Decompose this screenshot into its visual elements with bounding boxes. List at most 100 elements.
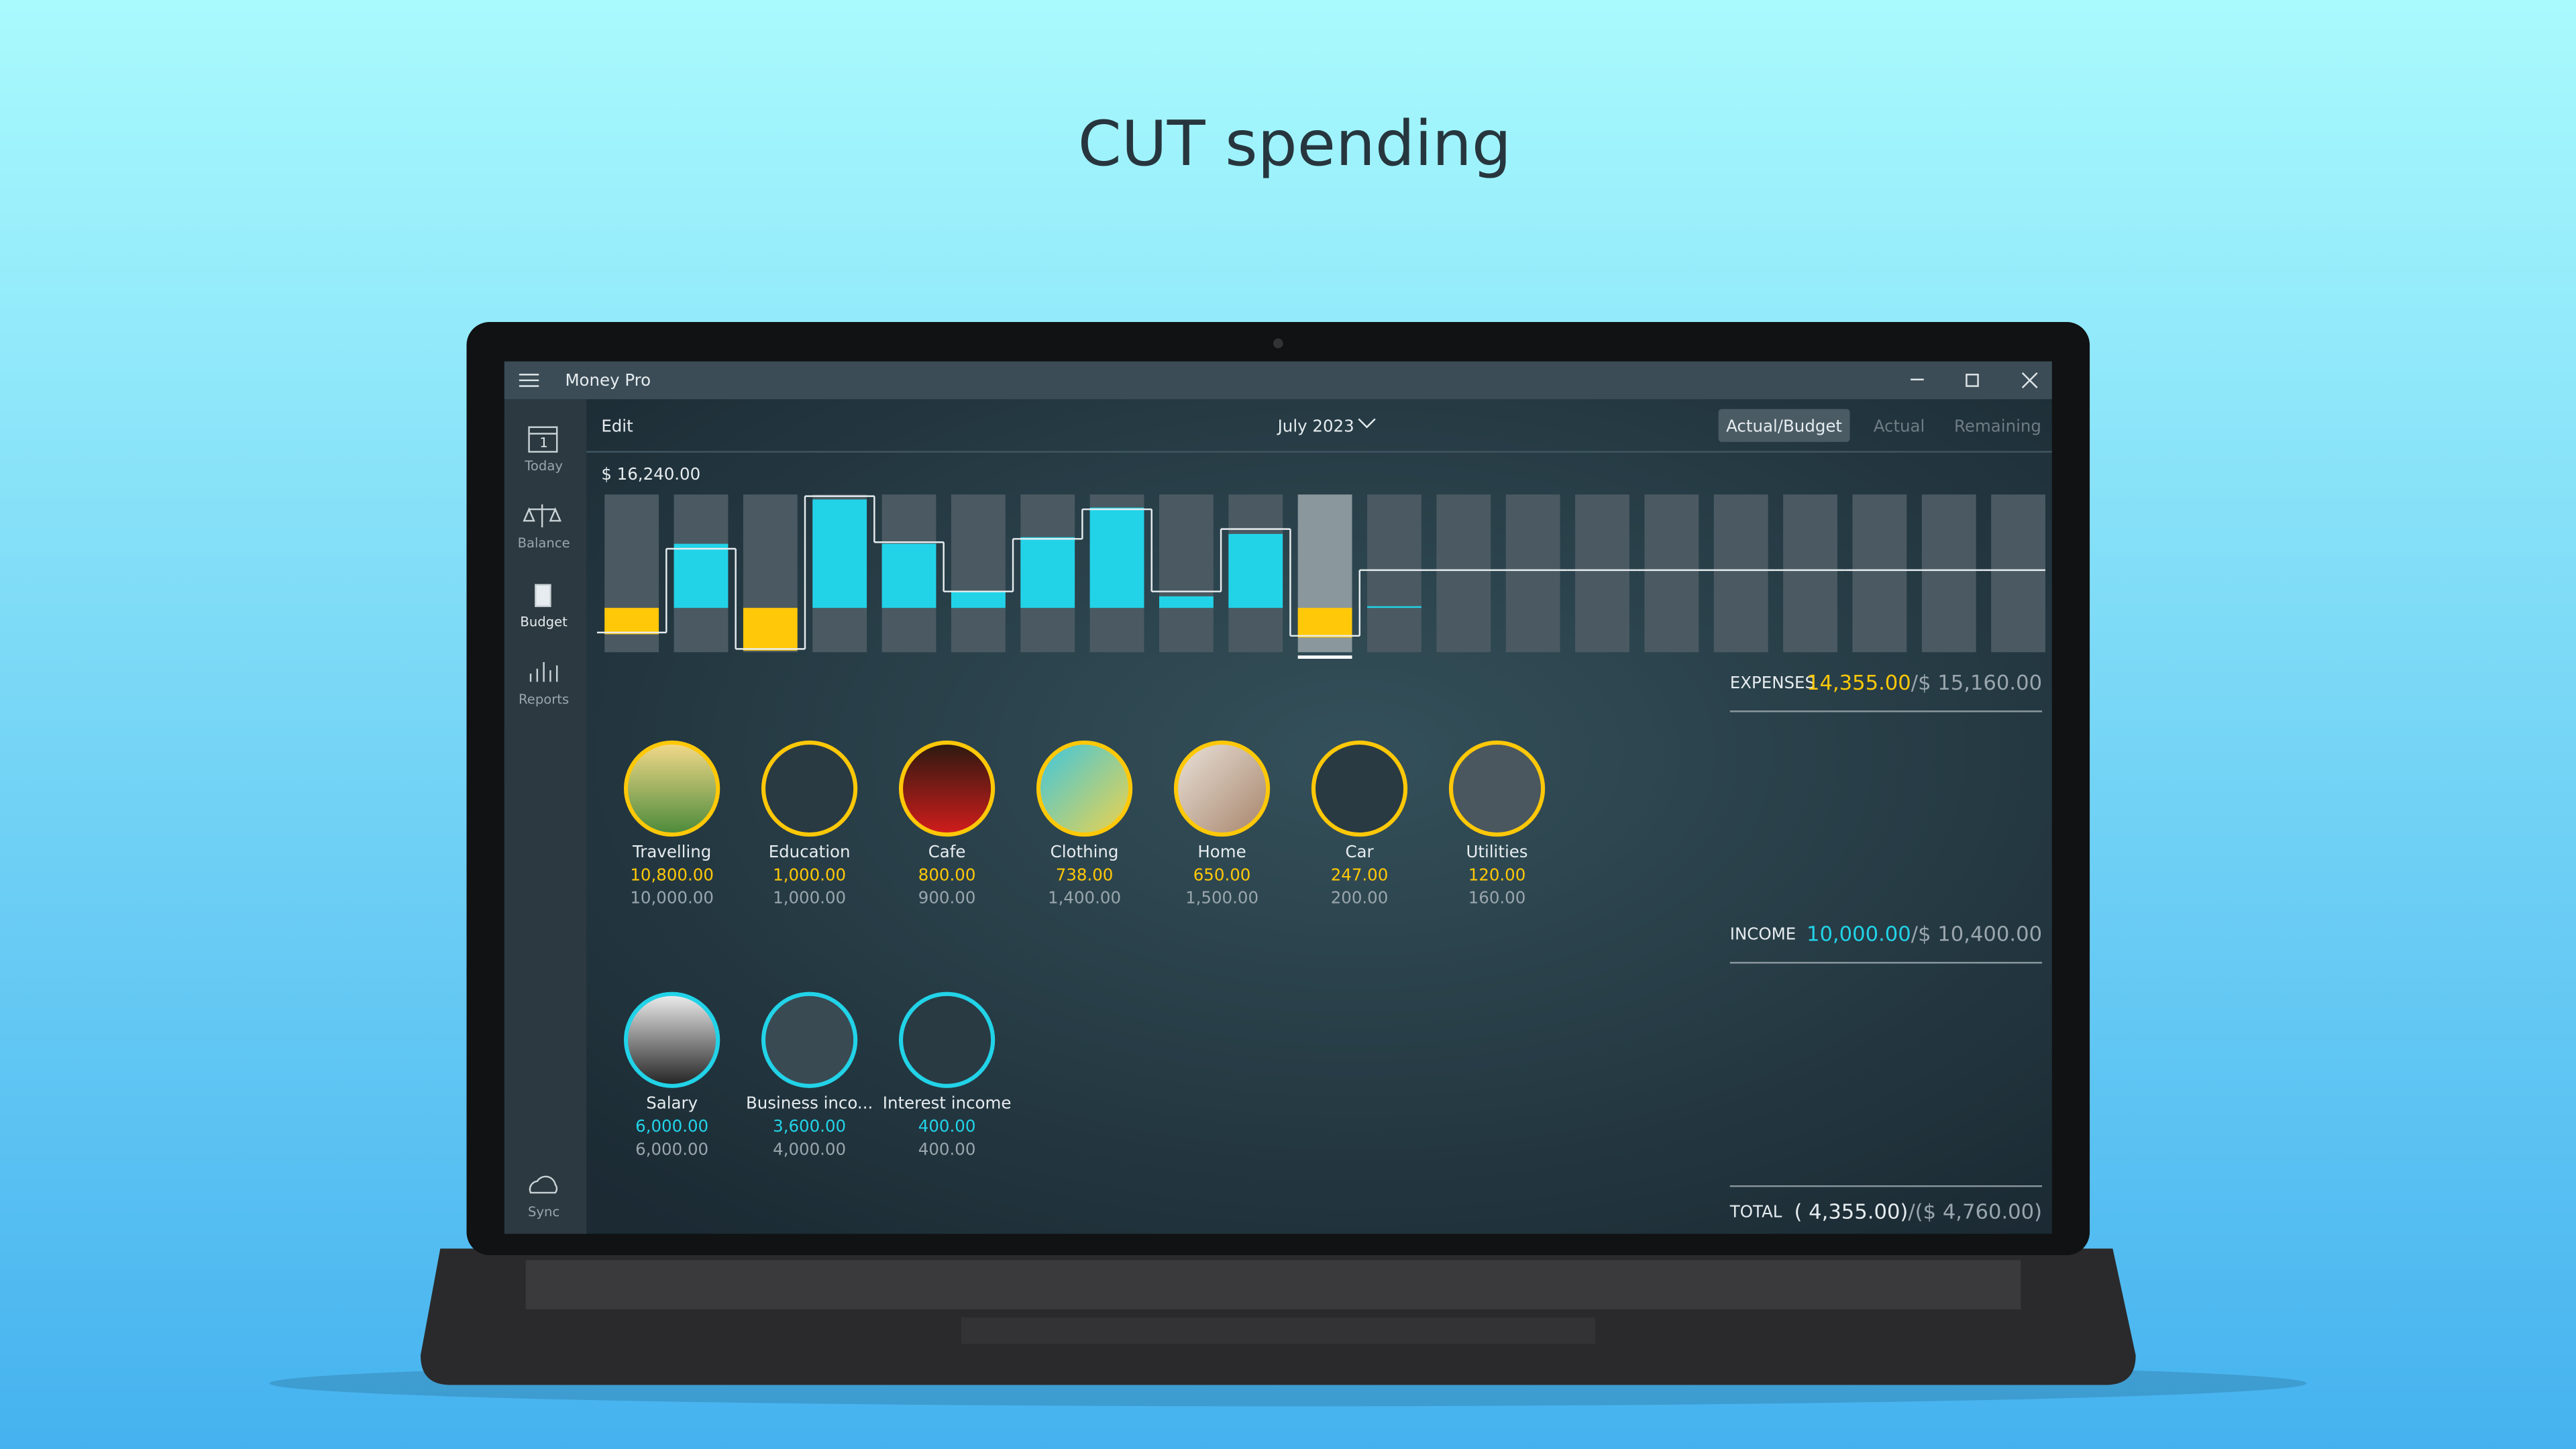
category-budget: 1,500.00 <box>1185 888 1258 908</box>
nav-budget[interactable]: Budget <box>520 614 568 630</box>
category-budget: 10,000.00 <box>630 888 714 908</box>
sidebar-icon-text: 1 <box>539 435 547 451</box>
day-column[interactable] <box>1644 494 1699 653</box>
income-bar <box>1020 537 1075 608</box>
menu-icon[interactable] <box>519 374 539 387</box>
expense-bar <box>604 608 659 635</box>
day-column[interactable] <box>1783 494 1837 653</box>
income-bar <box>951 591 1006 608</box>
category-actual: 650.00 <box>1193 865 1251 884</box>
expense-bar <box>1297 608 1352 638</box>
income-bar <box>812 499 867 608</box>
summary-actual: 10,000.00 <box>1807 922 1911 946</box>
category-actual: 6,000.00 <box>635 1116 708 1136</box>
category-actual: 400.00 <box>918 1116 976 1136</box>
category-icon[interactable] <box>1036 740 1133 837</box>
tab-active[interactable] <box>1718 409 1850 442</box>
nav-sync[interactable]: Sync <box>528 1204 559 1220</box>
category-icon[interactable] <box>624 740 720 837</box>
nav-today[interactable]: Today <box>524 458 563 474</box>
window-controls[interactable] <box>1911 372 2038 388</box>
period-chevron[interactable] <box>1358 418 1376 429</box>
chart-max-label: $ 16,240.00 <box>601 464 700 484</box>
category-icon[interactable] <box>761 991 858 1088</box>
day-column[interactable] <box>1505 494 1560 653</box>
category-name[interactable]: Clothing <box>1051 842 1119 861</box>
category-actual: 120.00 <box>1468 865 1526 884</box>
income-bar <box>1367 606 1421 608</box>
expense-bar <box>743 608 798 651</box>
nav-reports[interactable]: Reports <box>519 692 569 707</box>
category-name[interactable]: Cafe <box>928 842 966 861</box>
day-column[interactable] <box>1713 494 1768 653</box>
category-actual: 3,600.00 <box>773 1116 846 1136</box>
day-column[interactable] <box>1436 494 1491 653</box>
summary-budget: /$ 15,160.00 <box>1911 671 2042 694</box>
budget-chart <box>596 494 2045 659</box>
day-column[interactable] <box>1852 494 1907 653</box>
day-column[interactable] <box>1991 494 2045 653</box>
category-icon[interactable] <box>624 991 720 1088</box>
keyboard <box>525 1260 2021 1309</box>
summary-budget: /($ 4,760.00) <box>1908 1200 2042 1224</box>
period-selector[interactable]: July 2023 <box>1277 417 1354 436</box>
tab[interactable]: Actual/Budget <box>1726 417 1842 436</box>
categories: Travelling 10,800.00 10,000.00 Education 1,0… <box>624 740 1546 1159</box>
tab[interactable]: Remaining <box>1954 417 2041 436</box>
title-bar <box>504 361 2052 400</box>
day-column[interactable] <box>1159 494 1214 653</box>
day-column[interactable] <box>951 494 1006 653</box>
income-bar <box>1089 507 1144 608</box>
income-bar <box>674 543 729 608</box>
category-name[interactable]: Car <box>1345 842 1374 861</box>
category-budget: 160.00 <box>1468 888 1526 908</box>
category-icon[interactable] <box>898 991 996 1088</box>
category-name[interactable]: Home <box>1197 842 1246 861</box>
nav-balance[interactable]: Balance <box>518 535 570 551</box>
summary-label: INCOME <box>1730 924 1796 943</box>
summary-value: 14,355.00/$ 15,160.00 <box>1807 671 2042 694</box>
sidebar-icons <box>523 426 561 1194</box>
category-name[interactable]: Business inco... <box>746 1093 873 1113</box>
category-budget: 4,000.00 <box>773 1139 846 1159</box>
category-name[interactable]: Interest income <box>883 1093 1012 1113</box>
category-actual: 247.00 <box>1331 865 1389 884</box>
trackpad <box>961 1318 1595 1344</box>
category-budget: 900.00 <box>918 888 976 908</box>
category-actual: 738.00 <box>1056 865 1114 884</box>
category-actual: 1,000.00 <box>773 865 846 884</box>
summary-value: ( 4,355.00)/($ 4,760.00) <box>1794 1200 2042 1224</box>
category-actual: 800.00 <box>918 865 976 884</box>
camera <box>1273 338 1283 349</box>
app-title: Money Pro <box>565 370 651 390</box>
summary-actual: 14,355.00 <box>1807 671 1911 694</box>
category-icon[interactable] <box>1311 740 1408 837</box>
app-window <box>504 361 2052 1234</box>
category-budget: 1,000.00 <box>773 888 846 908</box>
summary-actual: ( 4,355.00) <box>1794 1200 1908 1224</box>
category-name[interactable]: Education <box>769 842 851 861</box>
category-budget: 200.00 <box>1331 888 1389 908</box>
day-column[interactable] <box>1367 494 1421 653</box>
category-name[interactable]: Utilities <box>1466 842 1527 861</box>
summary-value: 10,000.00/$ 10,400.00 <box>1807 922 2042 946</box>
edit-button[interactable]: Edit <box>601 417 633 436</box>
category-icon[interactable] <box>1173 740 1271 837</box>
day-column[interactable] <box>1575 494 1629 653</box>
category-budget: 400.00 <box>918 1139 976 1159</box>
category-budget: 1,400.00 <box>1048 888 1121 908</box>
category-name[interactable]: Travelling <box>632 842 711 861</box>
income-bar <box>1159 596 1214 608</box>
category-icon[interactable] <box>761 740 858 837</box>
category-actual: 10,800.00 <box>630 865 714 884</box>
headline: CUT spending <box>1078 107 1511 180</box>
summary-budget: /$ 10,400.00 <box>1911 922 2042 946</box>
category-icon[interactable] <box>1448 740 1546 837</box>
day-column[interactable] <box>1921 494 1976 653</box>
tab[interactable]: Actual <box>1874 417 1925 436</box>
category-icon[interactable] <box>898 740 996 837</box>
category-name[interactable]: Salary <box>646 1093 698 1113</box>
summary-label: EXPENSES <box>1730 673 1815 692</box>
